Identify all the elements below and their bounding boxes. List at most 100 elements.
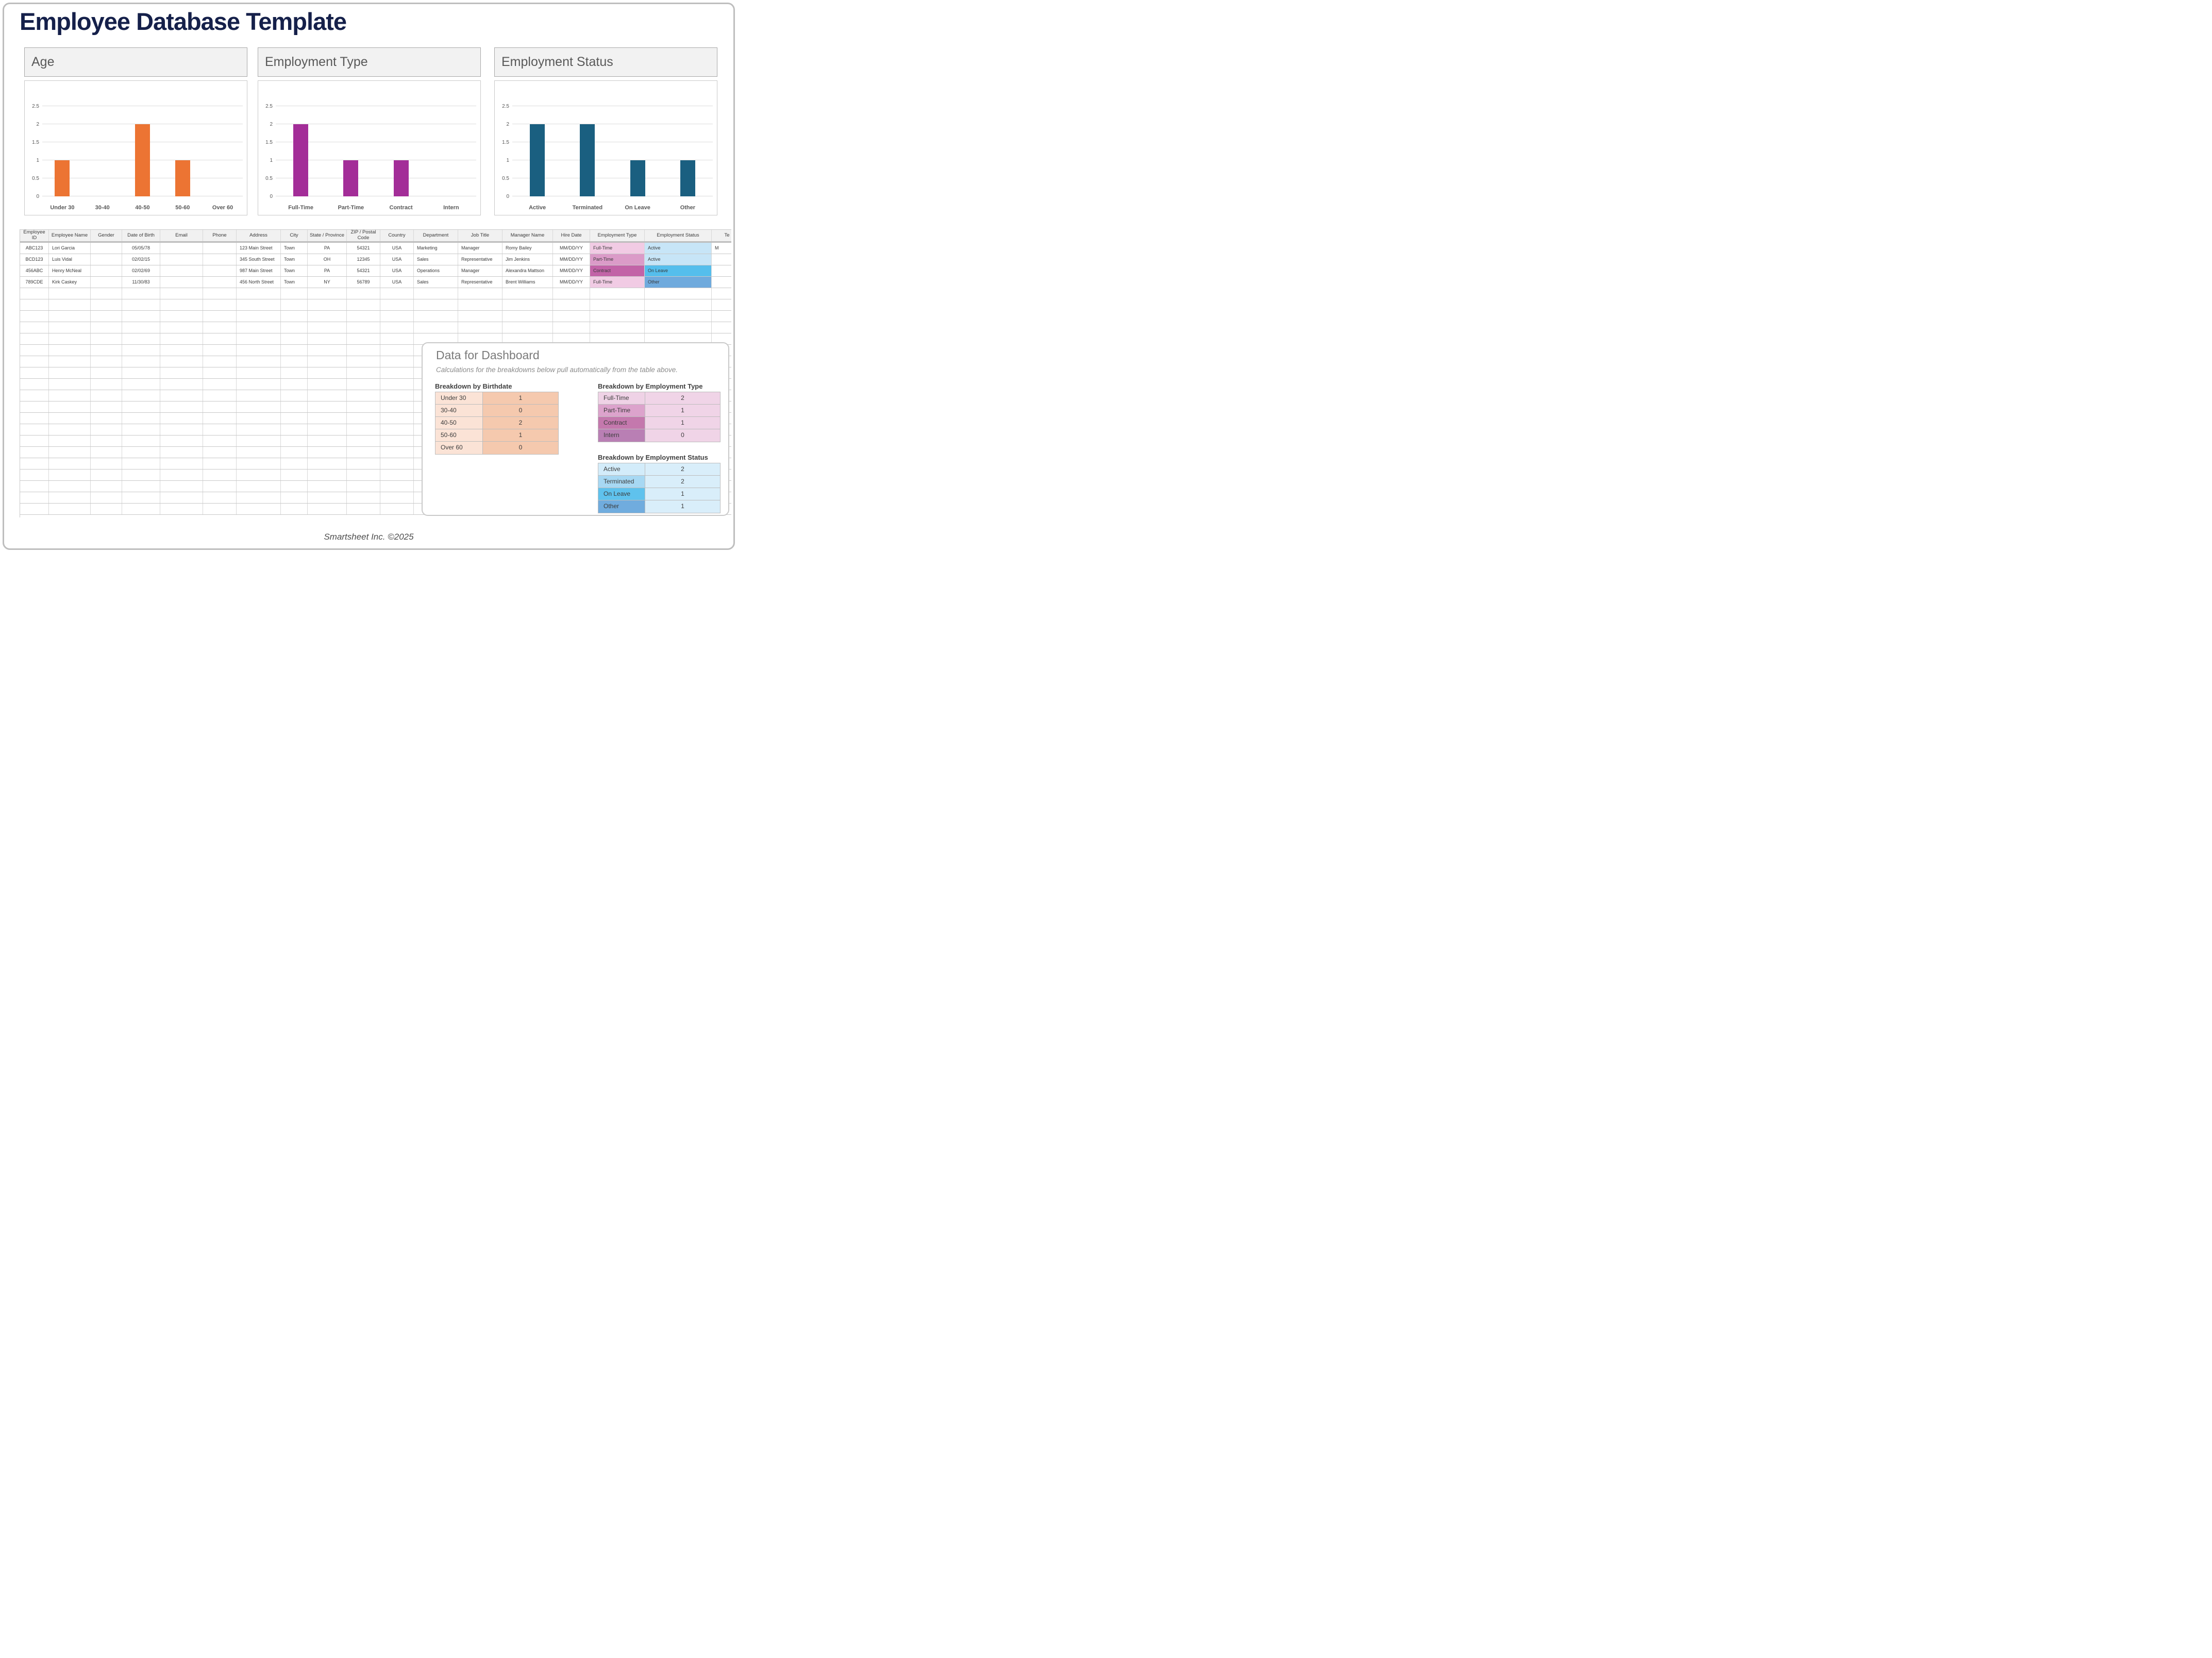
cell-city[interactable] — [281, 322, 308, 333]
cell-employee_name[interactable]: Lori Garcia — [49, 243, 91, 254]
cell-zip_postal_code[interactable] — [347, 413, 380, 424]
breakdown-label[interactable]: Under 30 — [435, 392, 483, 404]
cell-date_of_birth[interactable] — [122, 470, 160, 480]
cell-date_of_birth[interactable] — [122, 288, 160, 299]
cell-employment_status[interactable] — [645, 299, 712, 310]
cell-phone[interactable] — [203, 504, 237, 514]
cell-state_province[interactable] — [308, 288, 347, 299]
column-header-city[interactable]: City — [281, 230, 308, 241]
cell-date_of_birth[interactable] — [122, 504, 160, 514]
cell-job_title[interactable]: Representative — [458, 254, 502, 265]
cell-date_of_birth[interactable] — [122, 492, 160, 503]
cell-address[interactable] — [237, 413, 281, 424]
cell-date_of_birth[interactable] — [122, 424, 160, 435]
cell-state_province[interactable] — [308, 390, 347, 401]
cell-employment_type[interactable] — [590, 311, 645, 322]
cell-date_of_birth[interactable]: 05/05/78 — [122, 243, 160, 254]
cell-manager_name[interactable] — [502, 288, 553, 299]
cell-phone[interactable] — [203, 265, 237, 276]
cell-job_title[interactable] — [458, 288, 502, 299]
cell-address[interactable] — [237, 492, 281, 503]
cell-hire_date[interactable]: MM/DD/YY — [553, 277, 590, 288]
cell-address[interactable] — [237, 447, 281, 458]
cell-phone[interactable] — [203, 311, 237, 322]
cell-employee_id[interactable] — [20, 424, 49, 435]
cell-employee_id[interactable] — [20, 504, 49, 514]
cell-manager_name[interactable] — [502, 333, 553, 344]
cell-phone[interactable] — [203, 436, 237, 446]
cell-city[interactable] — [281, 288, 308, 299]
cell-phone[interactable] — [203, 424, 237, 435]
cell-country[interactable] — [380, 311, 414, 322]
cell-gender[interactable] — [91, 470, 122, 480]
column-header-employment_type[interactable]: Employment Type — [590, 230, 645, 241]
cell-phone[interactable] — [203, 277, 237, 288]
column-header-zip_postal_code[interactable]: ZIP / Postal Code — [347, 230, 380, 241]
cell-employee_name[interactable]: Luis Vidal — [49, 254, 91, 265]
cell-email[interactable] — [160, 333, 203, 344]
cell-city[interactable] — [281, 333, 308, 344]
column-header-hire_date[interactable]: Hire Date — [553, 230, 590, 241]
cell-job_title[interactable] — [458, 333, 502, 344]
cell-phone[interactable] — [203, 243, 237, 254]
cell-country[interactable] — [380, 504, 414, 514]
cell-employee_id[interactable] — [20, 436, 49, 446]
cell-gender[interactable] — [91, 288, 122, 299]
cell-date_of_birth[interactable] — [122, 447, 160, 458]
column-header-state_province[interactable]: State / Province — [308, 230, 347, 241]
cell-employment_type[interactable]: Part-Time — [590, 254, 645, 265]
cell-address[interactable] — [237, 299, 281, 310]
cell-employee_name[interactable]: Kirk Caskey — [49, 277, 91, 288]
breakdown-value[interactable]: 2 — [645, 463, 720, 475]
cell-termination_clipped[interactable] — [712, 322, 731, 333]
cell-manager_name[interactable] — [502, 311, 553, 322]
cell-city[interactable] — [281, 504, 308, 514]
cell-date_of_birth[interactable] — [122, 401, 160, 412]
cell-address[interactable] — [237, 504, 281, 514]
cell-hire_date[interactable]: MM/DD/YY — [553, 243, 590, 254]
cell-address[interactable] — [237, 333, 281, 344]
cell-city[interactable] — [281, 390, 308, 401]
cell-hire_date[interactable]: MM/DD/YY — [553, 254, 590, 265]
cell-employment_status[interactable] — [645, 311, 712, 322]
cell-email[interactable] — [160, 401, 203, 412]
cell-city[interactable]: Town — [281, 277, 308, 288]
cell-date_of_birth[interactable] — [122, 481, 160, 492]
cell-date_of_birth[interactable] — [122, 413, 160, 424]
cell-manager_name[interactable]: Alexandra Mattson — [502, 265, 553, 276]
cell-country[interactable] — [380, 401, 414, 412]
breakdown-label[interactable]: 30-40 — [435, 405, 483, 416]
cell-employment_status[interactable]: Active — [645, 243, 712, 254]
cell-department[interactable]: Operations — [414, 265, 458, 276]
cell-country[interactable] — [380, 470, 414, 480]
breakdown-value[interactable]: 0 — [483, 442, 558, 454]
cell-city[interactable] — [281, 481, 308, 492]
cell-employee_id[interactable] — [20, 311, 49, 322]
cell-employment_status[interactable]: On Leave — [645, 265, 712, 276]
cell-employee_name[interactable] — [49, 356, 91, 367]
cell-department[interactable]: Sales — [414, 254, 458, 265]
cell-department[interactable] — [414, 311, 458, 322]
cell-address[interactable] — [237, 390, 281, 401]
cell-email[interactable] — [160, 447, 203, 458]
cell-email[interactable] — [160, 436, 203, 446]
cell-gender[interactable] — [91, 436, 122, 446]
cell-employee_id[interactable]: 456ABC — [20, 265, 49, 276]
cell-email[interactable] — [160, 470, 203, 480]
cell-employee_name[interactable] — [49, 458, 91, 469]
cell-zip_postal_code[interactable] — [347, 322, 380, 333]
cell-address[interactable] — [237, 311, 281, 322]
cell-city[interactable] — [281, 367, 308, 378]
breakdown-label[interactable]: Part-Time — [598, 405, 645, 416]
cell-job_title[interactable] — [458, 311, 502, 322]
column-header-termination_clipped[interactable]: Te — [712, 230, 731, 241]
cell-employee_id[interactable] — [20, 458, 49, 469]
cell-country[interactable] — [380, 288, 414, 299]
cell-employment_status[interactable] — [645, 333, 712, 344]
cell-zip_postal_code[interactable] — [347, 424, 380, 435]
cell-employment_status[interactable]: Active — [645, 254, 712, 265]
column-header-email[interactable]: Email — [160, 230, 203, 241]
cell-employee_name[interactable] — [49, 401, 91, 412]
cell-gender[interactable] — [91, 379, 122, 390]
cell-email[interactable] — [160, 504, 203, 514]
